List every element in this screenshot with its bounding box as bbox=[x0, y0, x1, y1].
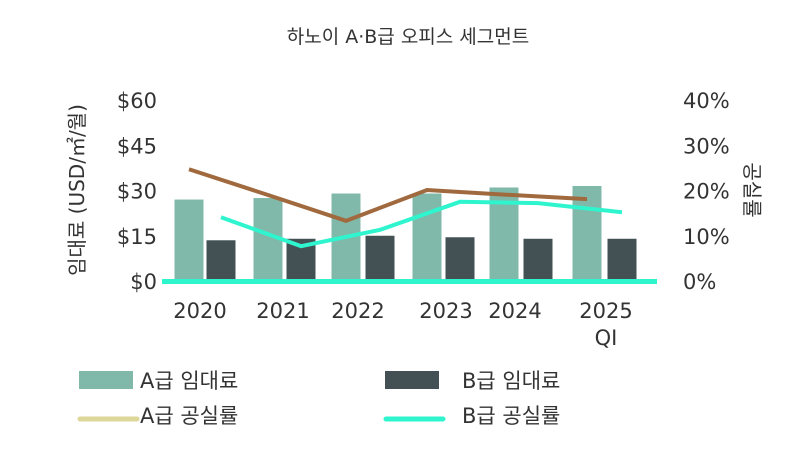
x-tick-label: 2020 bbox=[173, 299, 226, 323]
y-axis-label: 임대료 (USD/㎡/월) bbox=[65, 104, 89, 276]
y2-axis-label: 공실률 bbox=[740, 162, 764, 217]
x-tick-label: 2023 bbox=[419, 299, 472, 323]
y2-tick-label: 10% bbox=[683, 225, 730, 249]
bar-b-rent bbox=[206, 240, 236, 281]
bar-a-rent bbox=[412, 193, 442, 281]
x-tick-label: QI bbox=[595, 326, 618, 350]
y-tick-label: $0 bbox=[130, 270, 157, 294]
legend-swatch bbox=[79, 371, 133, 389]
y2-tick-label: 30% bbox=[683, 134, 730, 158]
legend-swatch bbox=[385, 371, 439, 389]
y-tick-label: $60 bbox=[117, 89, 157, 113]
line-b-vacancy bbox=[220, 199, 623, 249]
legend-label: B급 공실률 bbox=[462, 404, 560, 428]
bar-b-rent bbox=[523, 238, 553, 281]
legend-label: A급 임대료 bbox=[140, 369, 238, 393]
bar-b-rent bbox=[445, 237, 475, 281]
y-tick-label: $45 bbox=[117, 134, 157, 158]
x-tick-label: 2021 bbox=[256, 299, 309, 323]
bar-b-rent bbox=[365, 235, 395, 281]
y-tick-label: $15 bbox=[117, 225, 157, 249]
x-tick-label: 2024 bbox=[488, 299, 541, 323]
bar-a-rent bbox=[174, 199, 204, 281]
legend-label: B급 임대료 bbox=[462, 369, 560, 393]
y-tick-label: $30 bbox=[117, 180, 157, 204]
y2-tick-label: 20% bbox=[683, 180, 730, 204]
line-a-vacancy bbox=[188, 167, 588, 223]
bar-b-rent bbox=[607, 238, 637, 281]
chart-title: 하노이 A·B급 오피스 세그먼트 bbox=[287, 26, 529, 48]
bar-a-rent bbox=[572, 185, 602, 281]
x-tick-label: 2022 bbox=[331, 299, 384, 323]
y2-tick-label: 0% bbox=[683, 270, 716, 294]
y2-tick-label: 40% bbox=[683, 89, 730, 113]
x-tick-label: 2025 bbox=[579, 299, 632, 323]
legend-label: A급 공실률 bbox=[140, 404, 238, 428]
x-axis-baseline bbox=[162, 279, 657, 284]
